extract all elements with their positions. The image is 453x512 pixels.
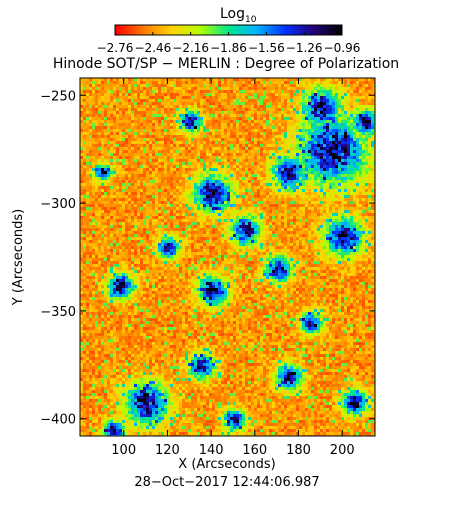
colorbar-tick-label: −1.26 [286, 41, 323, 55]
y-axis-label: Y (Arcseconds) [11, 209, 26, 306]
x-tick-label: 160 [242, 443, 267, 458]
heatmap-image [80, 78, 375, 436]
y-tick-label: −250 [40, 89, 76, 104]
y-tick-label: −300 [40, 197, 76, 212]
colorbar-gradient [115, 25, 343, 35]
timestamp: 28−Oct−2017 12:44:06.987 [134, 475, 319, 490]
x-tick-label: 100 [111, 443, 136, 458]
x-axis-label: X (Arcseconds) [178, 457, 275, 472]
colorbar-label: Log [220, 6, 245, 22]
x-tick-label: 200 [330, 443, 355, 458]
colorbar-ticks: −2.76 −2.46 −2.16 −1.86 −1.56 −1.26 −0.96 [97, 32, 361, 55]
colorbar-tick-label: −2.46 [134, 41, 171, 55]
colorbar-tick-label: −0.96 [324, 41, 361, 55]
chart-title: Hinode SOT/SP − MERLIN : Degree of Polar… [53, 56, 399, 72]
x-tick-label: 140 [199, 443, 224, 458]
y-tick-label: −400 [40, 413, 76, 428]
x-tick-label: 180 [286, 443, 311, 458]
x-axis-ticks: 100 120 140 160 180 200 [111, 78, 355, 458]
colorbar-tick-label: −1.86 [210, 41, 247, 55]
plot-frame [79, 77, 376, 437]
plot-area: 100 120 140 160 180 200 −250 −300 −350 −400 [40, 77, 376, 458]
y-tick-label: −350 [40, 305, 76, 320]
colorbar-tick-label: −2.16 [172, 41, 209, 55]
y-axis-ticks: −250 −300 −350 −400 [40, 89, 375, 428]
colorbar-tick-label: −1.56 [248, 41, 285, 55]
colorbar-tick-label: −2.76 [97, 41, 134, 55]
colorbar-label-subscript: 10 [245, 15, 257, 25]
x-tick-label: 120 [155, 443, 180, 458]
colorbar: Log 10 −2.76 −2.46 −2.16 −1.86 −1.56 −1.26 −0.… [97, 6, 361, 55]
